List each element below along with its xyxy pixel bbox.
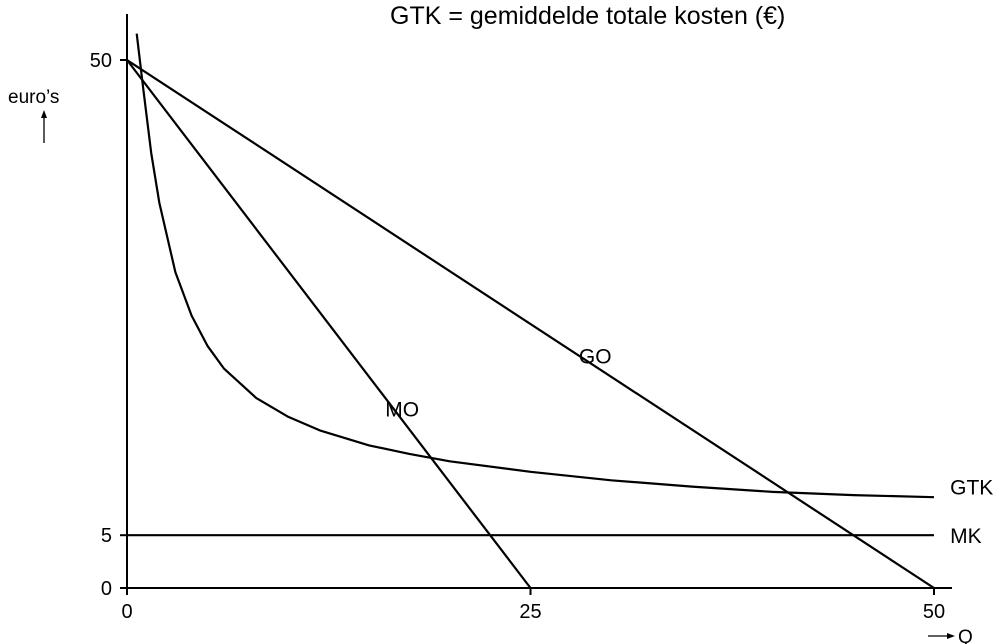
series-label-go: GO: [579, 346, 612, 369]
y-tick-label-50: 50: [90, 50, 112, 72]
x-tick-label-0: 0: [121, 601, 132, 623]
series-label-mk: MK: [950, 525, 982, 548]
x-tick-label-25: 25: [519, 601, 541, 623]
x-axis-title: Q: [958, 627, 973, 644]
y-tick-label-5: 5: [101, 525, 112, 547]
series-labels: GO MO MK GTK: [385, 346, 993, 549]
x-tick-label-50: 50: [923, 601, 945, 623]
series-line-mo: [126, 59, 532, 589]
series-label-gtk: GTK: [950, 477, 993, 500]
series-line-gtk: [135, 33, 935, 499]
arrow-up-icon: [41, 110, 47, 143]
series-label-mo: MO: [385, 398, 419, 421]
y-axis-title: euro’s: [8, 87, 59, 108]
series-lines: [126, 33, 935, 589]
ticks: 0 25 50 0 5 50: [90, 50, 945, 623]
arrow-right-icon: [928, 633, 955, 639]
axes: [126, 14, 952, 589]
chart-title: GTK = gemiddelde totale kosten (€): [390, 2, 785, 30]
series-line-go: [126, 59, 935, 589]
y-tick-label-0: 0: [101, 578, 112, 600]
